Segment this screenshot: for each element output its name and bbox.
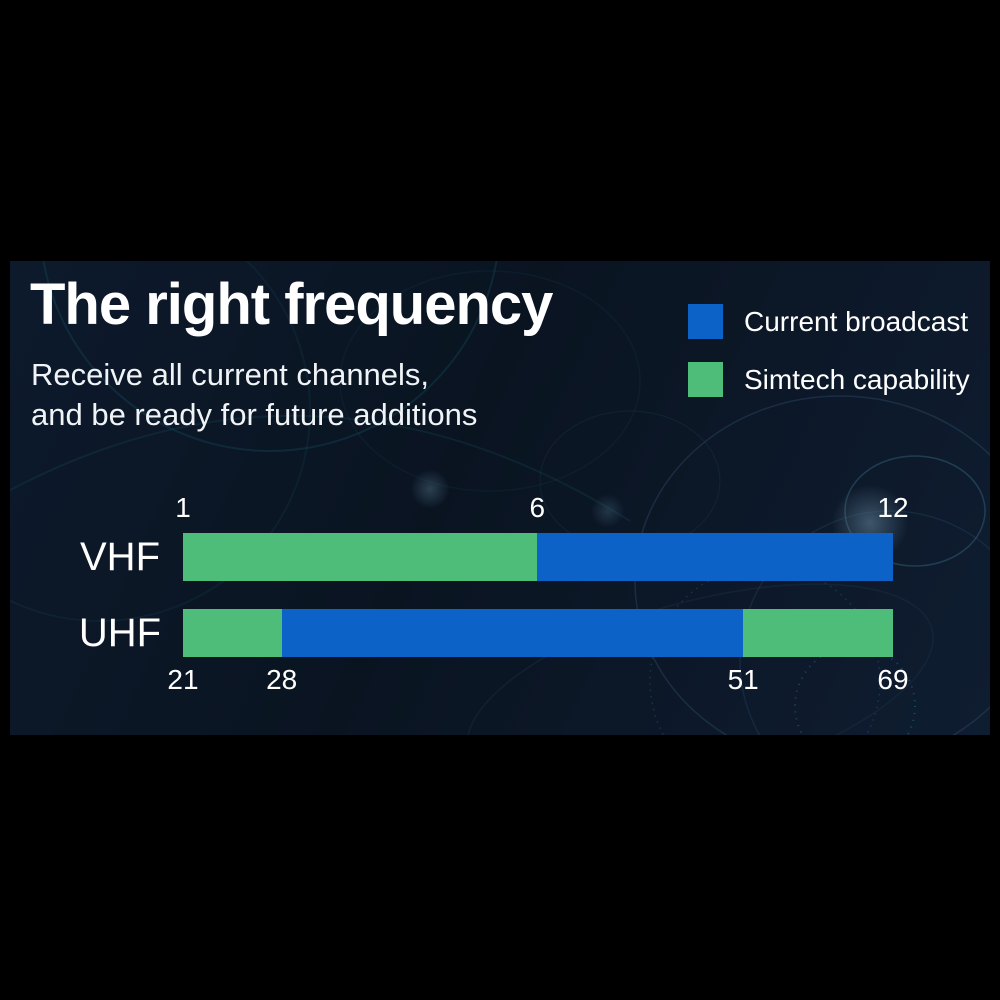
uhf-tick-51: 51 xyxy=(727,664,759,695)
uhf-segment-current-broadcast xyxy=(281,609,744,657)
vhf-tick-1: 1 xyxy=(175,492,191,523)
uhf-tick-row: 21 28 51 69 xyxy=(167,664,908,695)
legend-item-current-broadcast: Current broadcast xyxy=(688,304,970,339)
vhf-segment-simtech-capability xyxy=(183,533,538,581)
page-subtitle: Receive all current channels, and be rea… xyxy=(31,355,477,435)
legend-swatch-green-icon xyxy=(688,362,723,397)
uhf-tick-21: 21 xyxy=(167,664,199,695)
frequency-bar-chart: 1 6 12 VHF UHF 21 28 51 69 xyxy=(10,261,990,735)
legend-item-simtech-capability: Simtech capability xyxy=(688,362,970,397)
vhf-bar xyxy=(183,533,893,581)
legend-label-current-broadcast: Current broadcast xyxy=(744,305,969,337)
chart-legend: Current broadcast Simtech capability xyxy=(688,304,970,420)
vhf-tick-row: 1 6 12 xyxy=(175,492,908,523)
vhf-segment-current-broadcast xyxy=(537,533,893,581)
uhf-tick-69: 69 xyxy=(877,664,909,695)
page-title: The right frequency xyxy=(30,272,553,337)
subtitle-line-2: and be ready for future additions xyxy=(31,397,478,432)
category-label-vhf: VHF xyxy=(80,535,160,579)
subtitle-line-1: Receive all current channels, xyxy=(31,357,430,392)
uhf-bar xyxy=(183,609,893,657)
legend-swatch-blue-icon xyxy=(688,304,723,339)
vhf-tick-6: 6 xyxy=(529,492,546,523)
uhf-tick-28: 28 xyxy=(266,664,298,695)
uhf-segment-simtech-capability-low xyxy=(183,609,282,657)
vhf-tick-12: 12 xyxy=(877,492,909,523)
category-label-uhf: UHF xyxy=(78,611,162,655)
uhf-segment-simtech-capability-high xyxy=(743,609,893,657)
legend-label-simtech-capability: Simtech capability xyxy=(744,363,970,395)
infographic-panel: The right frequency Receive all current … xyxy=(10,261,990,735)
